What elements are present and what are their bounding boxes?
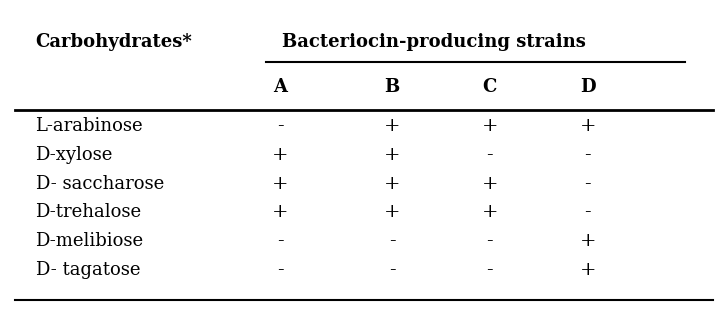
Text: +: + (579, 232, 596, 250)
Text: +: + (272, 174, 288, 193)
Text: Bacteriocin-producing strains: Bacteriocin-producing strains (282, 33, 586, 51)
Text: +: + (384, 174, 400, 193)
Text: +: + (481, 203, 498, 221)
Text: -: - (277, 117, 283, 135)
Text: D-trehalose: D-trehalose (36, 203, 142, 221)
Text: -: - (389, 261, 395, 279)
Text: D- saccharose: D- saccharose (36, 174, 164, 193)
Text: D-melibiose: D-melibiose (36, 232, 143, 250)
Text: +: + (272, 146, 288, 164)
Text: L-arabinose: L-arabinose (36, 117, 143, 135)
Text: +: + (481, 117, 498, 135)
Text: +: + (579, 261, 596, 279)
Text: -: - (486, 261, 493, 279)
Text: -: - (486, 146, 493, 164)
Text: -: - (585, 174, 591, 193)
Text: D- tagatose: D- tagatose (36, 261, 140, 279)
Text: B: B (384, 78, 400, 96)
Text: C: C (483, 78, 497, 96)
Text: Carbohydrates*: Carbohydrates* (36, 33, 192, 51)
Text: +: + (272, 203, 288, 221)
Text: +: + (384, 117, 400, 135)
Text: +: + (384, 203, 400, 221)
Text: -: - (585, 203, 591, 221)
Text: +: + (481, 174, 498, 193)
Text: A: A (273, 78, 287, 96)
Text: +: + (579, 117, 596, 135)
Text: -: - (585, 146, 591, 164)
Text: D-xylose: D-xylose (36, 146, 113, 164)
Text: -: - (486, 232, 493, 250)
Text: D: D (579, 78, 596, 96)
Text: +: + (384, 146, 400, 164)
Text: -: - (277, 232, 283, 250)
Text: -: - (277, 261, 283, 279)
Text: -: - (389, 232, 395, 250)
